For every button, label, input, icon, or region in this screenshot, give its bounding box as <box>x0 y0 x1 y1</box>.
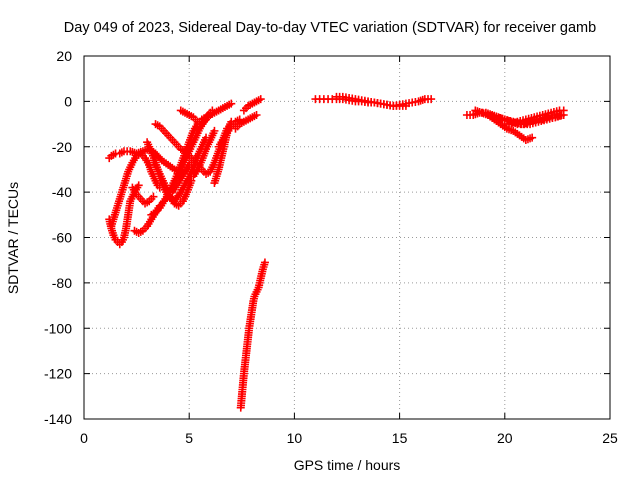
y-tick-label: 20 <box>56 48 72 64</box>
y-axis-label: SDTVAR / TECUs <box>5 182 21 294</box>
y-tick-label: -40 <box>52 184 72 200</box>
data-point <box>528 133 537 142</box>
y-tick-label: -120 <box>44 366 72 382</box>
y-tick-label: -100 <box>44 320 72 336</box>
data-point <box>187 176 196 185</box>
data-points <box>105 92 568 412</box>
data-point <box>227 99 236 108</box>
data-point <box>210 126 219 135</box>
y-tick-label: -60 <box>52 230 72 246</box>
data-point <box>427 95 436 104</box>
data-point <box>155 183 164 192</box>
data-point <box>134 181 143 190</box>
y-tick-label: 0 <box>64 93 72 109</box>
y-tick-label: -20 <box>52 139 72 155</box>
plot-frame <box>83 55 611 420</box>
data-point <box>149 192 158 201</box>
data-point <box>559 106 568 115</box>
x-tick-label: 0 <box>80 430 88 446</box>
chart-title: Day 049 of 2023, Sidereal Day-to-day VTE… <box>64 20 596 36</box>
axis-ticks: 0 5 10 15 20 25 20 0 -20 -40 -60 -80 -100 -120 -140 <box>44 48 618 446</box>
x-tick-label: 25 <box>602 430 618 446</box>
data-point <box>252 110 261 119</box>
x-axis-label: GPS time / hours <box>294 457 401 473</box>
x-tick-label: 10 <box>287 430 303 446</box>
data-point <box>260 258 269 267</box>
y-tick-label: -140 <box>44 411 72 427</box>
y-tick-label: -80 <box>52 275 72 291</box>
x-tick-label: 20 <box>497 430 513 446</box>
data-point <box>256 95 265 104</box>
x-tick-label: 5 <box>185 430 193 446</box>
x-tick-label: 15 <box>392 430 408 446</box>
grid-lines <box>84 56 610 419</box>
